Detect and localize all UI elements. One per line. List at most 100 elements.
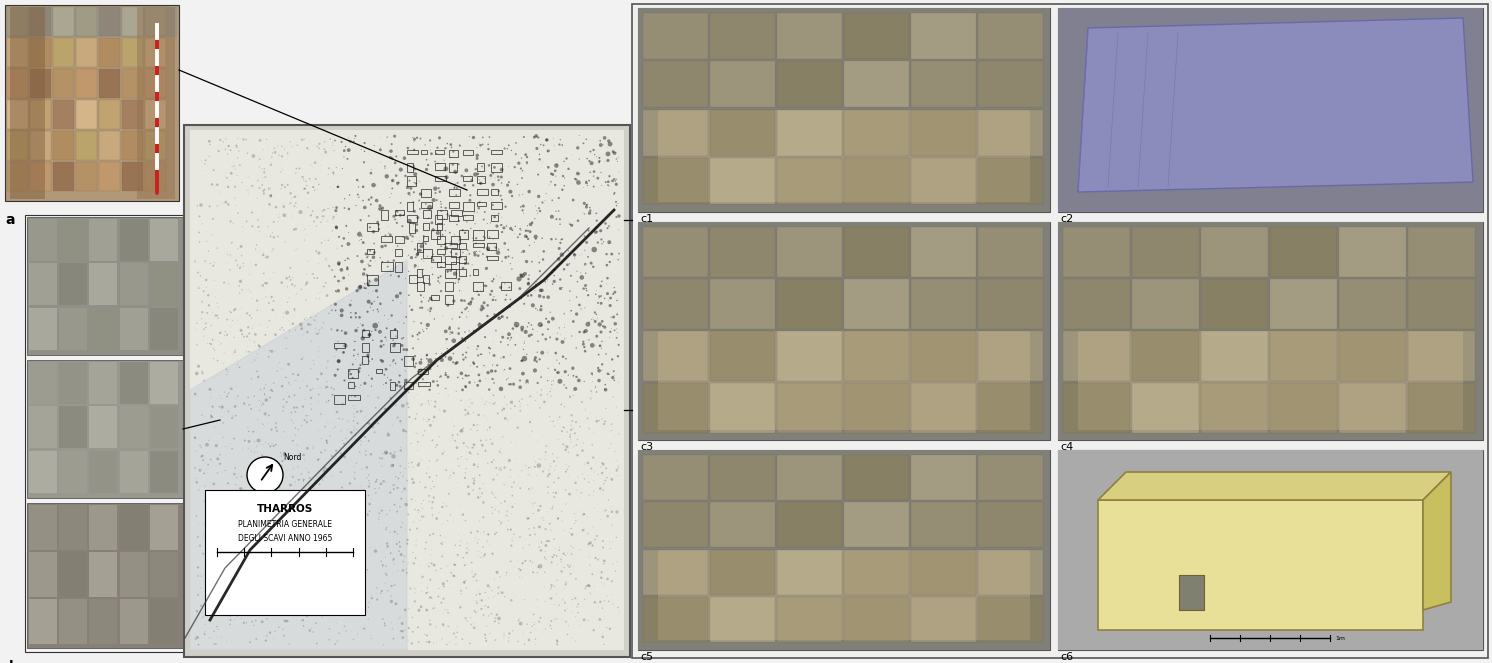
- Point: [510, 558, 534, 569]
- Point: [374, 561, 398, 572]
- Point: [433, 446, 457, 457]
- Point: [552, 583, 576, 594]
- Point: [540, 279, 564, 290]
- Point: [257, 298, 280, 308]
- Point: [512, 338, 536, 349]
- Point: [448, 274, 471, 284]
- Point: [582, 521, 606, 532]
- Point: [565, 140, 589, 151]
- Point: [506, 422, 530, 433]
- Point: [548, 376, 571, 387]
- Point: [537, 465, 561, 475]
- Point: [403, 351, 427, 361]
- Point: [589, 327, 613, 337]
- Point: [382, 526, 406, 537]
- Point: [439, 582, 463, 593]
- Point: [466, 344, 489, 355]
- Point: [255, 252, 279, 263]
- Point: [586, 290, 610, 301]
- Bar: [119, 406, 148, 448]
- Point: [480, 487, 504, 498]
- Point: [310, 237, 334, 248]
- Point: [491, 256, 515, 267]
- Point: [374, 448, 398, 458]
- Point: [436, 607, 460, 618]
- Point: [361, 280, 385, 291]
- Bar: [389, 382, 395, 390]
- Bar: [98, 131, 119, 160]
- Point: [213, 441, 237, 452]
- Point: [473, 446, 497, 457]
- Point: [482, 235, 506, 245]
- Point: [589, 239, 613, 249]
- Point: [528, 285, 552, 296]
- Point: [545, 214, 568, 225]
- Bar: [380, 236, 392, 242]
- Point: [367, 318, 391, 328]
- Point: [379, 146, 403, 156]
- Bar: [7, 38, 28, 67]
- Point: [554, 577, 577, 587]
- Point: [507, 229, 531, 239]
- Point: [289, 392, 313, 403]
- Point: [539, 518, 562, 529]
- Point: [203, 345, 227, 355]
- Point: [310, 474, 334, 485]
- Point: [549, 566, 573, 577]
- Point: [327, 258, 351, 269]
- Point: [380, 245, 404, 255]
- Point: [245, 569, 269, 579]
- Point: [589, 290, 613, 301]
- Point: [471, 303, 495, 314]
- Bar: [977, 279, 1043, 329]
- Point: [437, 473, 461, 483]
- Point: [221, 218, 245, 229]
- Point: [464, 164, 488, 174]
- Point: [467, 290, 491, 300]
- Point: [222, 192, 246, 203]
- Bar: [389, 343, 400, 352]
- Point: [264, 420, 288, 430]
- Point: [298, 363, 322, 374]
- Point: [319, 597, 343, 608]
- Point: [473, 207, 497, 217]
- Point: [397, 412, 421, 422]
- Point: [534, 334, 558, 345]
- Point: [288, 257, 312, 267]
- Point: [219, 168, 243, 178]
- Point: [409, 245, 433, 256]
- Point: [534, 447, 558, 457]
- Point: [309, 217, 333, 227]
- Point: [451, 428, 474, 438]
- Point: [318, 431, 342, 442]
- Point: [385, 380, 409, 391]
- Point: [483, 312, 507, 323]
- Bar: [389, 330, 397, 337]
- Point: [477, 539, 501, 550]
- Point: [283, 174, 307, 185]
- Point: [337, 239, 361, 249]
- Point: [266, 509, 289, 519]
- Point: [363, 491, 386, 501]
- Point: [480, 200, 504, 210]
- Point: [512, 477, 536, 487]
- Point: [528, 354, 552, 365]
- Point: [573, 473, 597, 484]
- Point: [382, 554, 406, 564]
- Point: [374, 378, 398, 389]
- Bar: [363, 330, 369, 337]
- Point: [230, 613, 254, 624]
- Point: [303, 272, 327, 283]
- Point: [204, 542, 228, 552]
- Polygon shape: [1079, 18, 1473, 192]
- Point: [230, 302, 254, 313]
- Point: [501, 532, 525, 542]
- Point: [216, 366, 240, 377]
- Point: [349, 436, 373, 446]
- Point: [558, 562, 582, 572]
- Point: [500, 253, 524, 263]
- Point: [603, 188, 627, 198]
- Point: [604, 154, 628, 164]
- Point: [518, 432, 542, 442]
- Point: [549, 283, 573, 294]
